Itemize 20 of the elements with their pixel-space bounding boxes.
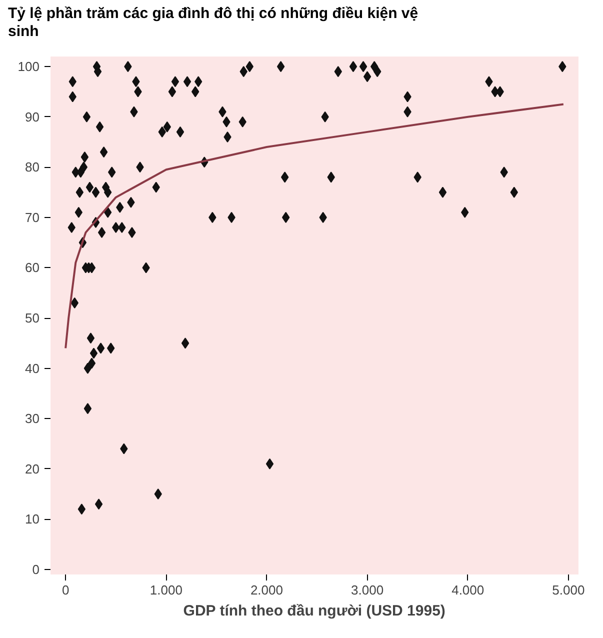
y-tick-label: 40	[25, 360, 40, 376]
y-tick-label: 10	[25, 512, 40, 527]
x-tick-label: 0	[62, 582, 70, 598]
y-tick-label: 90	[25, 109, 40, 124]
y-tick-label: 50	[25, 310, 40, 326]
x-axis-title: GDP tính theo đầu người (USD 1995)	[183, 602, 446, 620]
y-tick-label: 0	[32, 562, 40, 577]
chart-title: Tỷ lệ phần trăm các gia đình đô thị có những điều kiện vệ sinh	[8, 5, 420, 41]
line-series	[64, 103, 564, 350]
y-tick-label: 100	[18, 59, 40, 74]
y-tick-label: 20	[25, 461, 40, 476]
x-tick-label: 3.000	[351, 582, 384, 598]
y-tick-label: 70	[25, 210, 40, 225]
y-tick-label: 60	[25, 260, 40, 276]
y-tick-label: 80	[25, 160, 40, 175]
x-tick-label: 1.000	[150, 582, 182, 598]
x-tick-label: 4.000	[452, 582, 484, 598]
y-tick-label: 30	[25, 411, 40, 426]
x-tick-label: 5.000	[552, 582, 585, 598]
x-tick-label: 2.000	[250, 582, 284, 598]
